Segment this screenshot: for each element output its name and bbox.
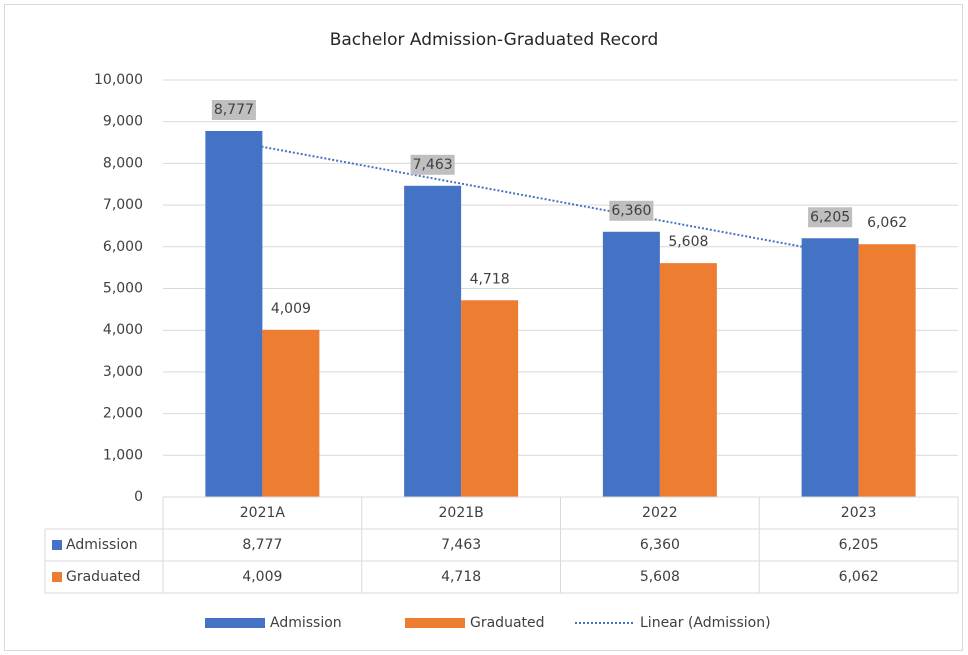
x-tick-label: 2021B [439, 505, 484, 521]
legend-label: Linear (Admission) [640, 615, 771, 631]
y-tick-label: 0 [134, 489, 143, 505]
data-label: 6,205 [810, 209, 850, 225]
data-label: 6,360 [611, 203, 651, 219]
y-tick-label: 6,000 [103, 239, 143, 255]
bar [461, 300, 519, 497]
y-tick-label: 7,000 [103, 197, 143, 213]
bar [801, 238, 859, 497]
bar [858, 244, 916, 497]
data-label: 4,718 [470, 271, 510, 287]
table-row-label: Admission [66, 537, 138, 553]
table-cell: 7,463 [441, 537, 481, 553]
chart-title: Bachelor Admission-Graduated Record [330, 30, 659, 50]
x-tick-label: 2022 [642, 505, 678, 521]
legend-swatch [405, 618, 465, 628]
y-tick-label: 2,000 [103, 406, 143, 422]
table-cell: 4,009 [242, 569, 282, 585]
table-cell: 6,062 [839, 569, 879, 585]
legend-label: Graduated [470, 615, 545, 631]
data-label-bg [609, 200, 654, 221]
table-cell: 6,205 [839, 537, 879, 553]
bar [404, 185, 462, 497]
data-label: 4,009 [271, 301, 311, 317]
data-label-bg [211, 99, 256, 120]
y-tick-label: 10,000 [94, 72, 143, 88]
x-tick-label: 2023 [841, 505, 877, 521]
y-tick-label: 8,000 [103, 155, 143, 171]
table-cell: 8,777 [242, 537, 282, 553]
y-tick-label: 3,000 [103, 364, 143, 380]
y-tick-label: 5,000 [103, 281, 143, 297]
data-label: 5,608 [668, 234, 708, 250]
bar [602, 231, 660, 497]
y-tick-label: 4,000 [103, 322, 143, 338]
legend-label: Admission [270, 615, 342, 631]
data-label: 7,463 [413, 157, 453, 173]
legend-swatch [205, 618, 265, 628]
data-label-bg [808, 207, 853, 228]
bar [659, 263, 717, 497]
table-swatch [52, 540, 62, 550]
trendline [233, 140, 831, 253]
table-cell: 6,360 [640, 537, 680, 553]
data-label: 6,062 [867, 215, 907, 231]
x-tick-label: 2021A [240, 505, 286, 521]
y-tick-label: 1,000 [103, 447, 143, 463]
y-tick-label: 9,000 [103, 114, 143, 130]
data-label-bg [410, 154, 455, 175]
bar [262, 329, 320, 497]
table-swatch [52, 572, 62, 582]
table-cell: 4,718 [441, 569, 481, 585]
data-label: 8,777 [214, 102, 254, 118]
table-cell: 5,608 [640, 569, 680, 585]
bar [205, 130, 263, 498]
table-row-label: Graduated [66, 569, 141, 585]
